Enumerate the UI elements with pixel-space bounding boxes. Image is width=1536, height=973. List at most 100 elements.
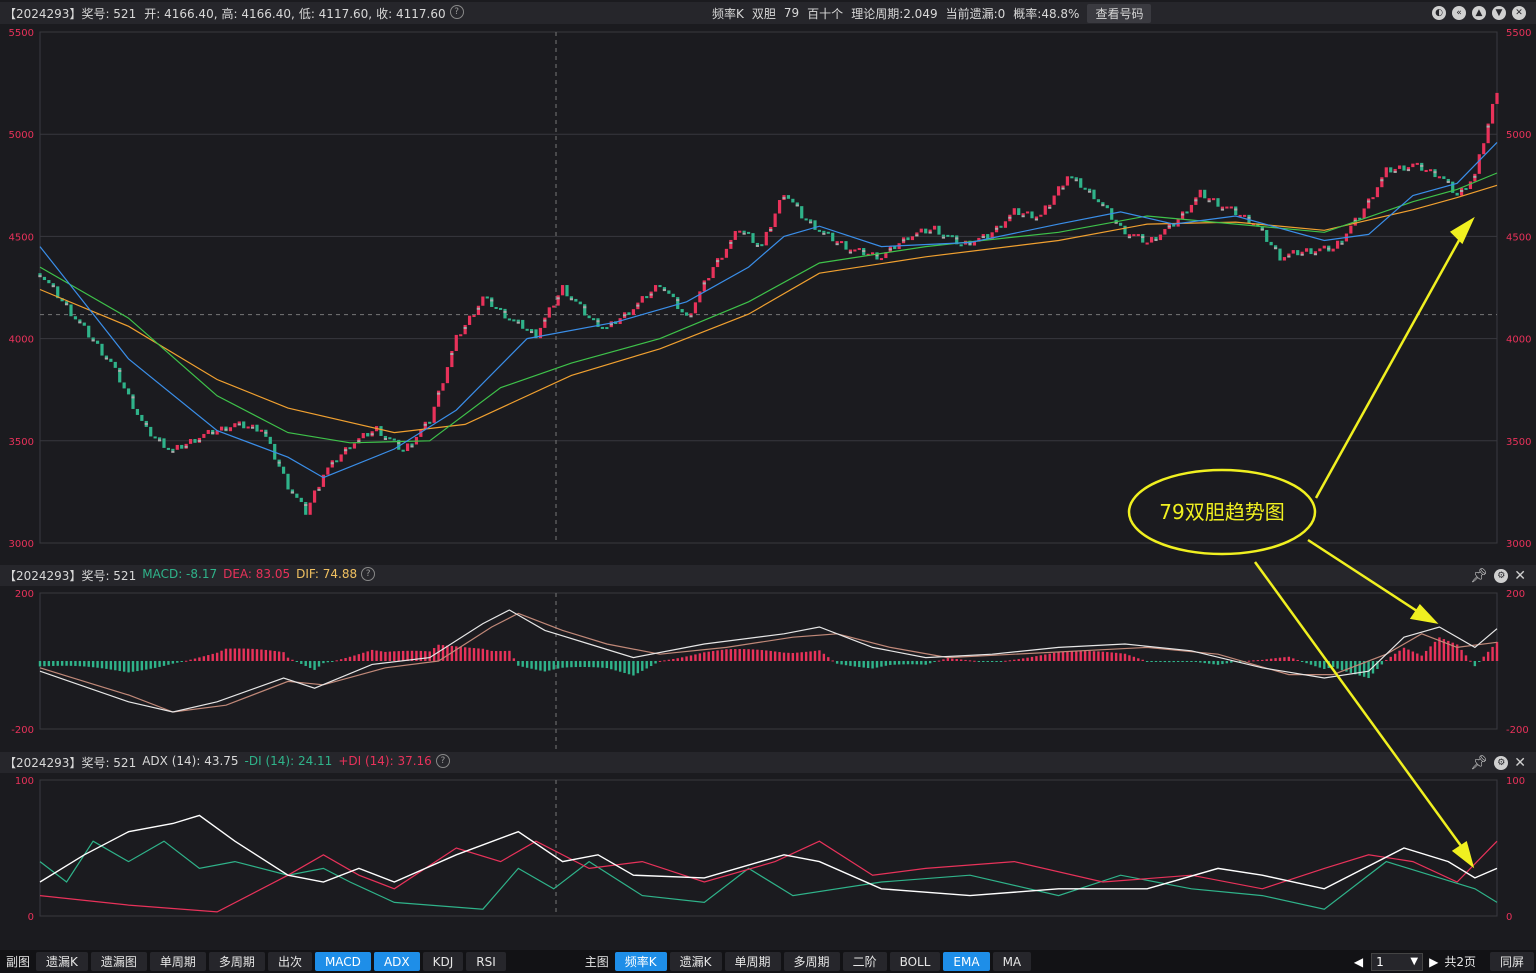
candle (1287, 253, 1291, 258)
candle (857, 248, 861, 251)
candle-marker (1433, 171, 1437, 174)
candle (392, 438, 396, 441)
candle (1132, 234, 1136, 237)
main-button-2[interactable]: 单周期 (724, 952, 781, 971)
candle (1127, 234, 1132, 237)
candle (1291, 250, 1295, 254)
candle-marker (569, 298, 574, 301)
candle (512, 319, 516, 322)
macd-hist-bar (973, 660, 976, 662)
candle (1296, 250, 1300, 256)
close-icon[interactable]: ✕ (1514, 754, 1526, 771)
settings-icon[interactable]: ⚙ (1494, 755, 1509, 770)
candle-marker (583, 306, 587, 309)
close-icon[interactable]: ✕ (1514, 567, 1526, 584)
macd-hist-bar (1070, 651, 1074, 661)
macd-hist-bar (1225, 661, 1229, 664)
candle-marker (755, 244, 760, 247)
candle (1154, 237, 1158, 241)
candle-marker (131, 396, 135, 399)
candle (1256, 223, 1260, 227)
candle (467, 315, 472, 325)
candle (742, 230, 746, 233)
main-button-4[interactable]: 二阶 (842, 952, 887, 971)
pin-icon[interactable]: 📌︎ (1470, 567, 1489, 584)
next-page-icon[interactable]: ▶ (1429, 954, 1439, 969)
macd-hist-bar (1163, 661, 1167, 663)
help-icon[interactable]: ? (361, 567, 376, 581)
macd-hist-bar (211, 653, 214, 661)
pin-icon[interactable]: 📌︎ (1470, 754, 1489, 771)
macd-hist-bar (441, 645, 445, 661)
help-icon[interactable]: ? (435, 754, 450, 768)
sub-button-2[interactable]: 单周期 (149, 952, 206, 971)
up-icon[interactable]: ▲ (1472, 6, 1486, 20)
main-button-5[interactable]: BOLL (889, 952, 941, 971)
candle-marker (1074, 179, 1078, 182)
sub-button-3[interactable]: 多周期 (208, 952, 265, 971)
main-button-0[interactable]: 频率K (614, 952, 667, 971)
candle-marker (410, 445, 414, 448)
main-button-3[interactable]: 多周期 (783, 952, 840, 971)
macd-hist-bar (300, 661, 303, 664)
candle (494, 306, 498, 309)
candlestick-chart[interactable]: 5500 5500 5000 5000 4500 4500 4000 4000 3500 3500… (0, 24, 1536, 565)
candle (476, 305, 481, 316)
macd-hist-bar (91, 661, 95, 668)
candle (255, 424, 259, 432)
macd-hist-bar (1336, 661, 1339, 669)
main-button-6[interactable]: EMA (943, 952, 990, 971)
help-icon[interactable]: ? (449, 4, 464, 19)
macd-hist-bar (765, 650, 768, 661)
macd-hist-bar (804, 651, 808, 661)
same-screen-button[interactable]: 同屏 (1489, 952, 1534, 971)
main-button-1[interactable]: 遗漏K (669, 952, 722, 971)
candle (228, 427, 233, 432)
lookup-button[interactable]: 查看号码 (1087, 3, 1152, 23)
close-icon[interactable]: ✕ (1512, 6, 1526, 20)
page-select[interactable]: 1 ▼ (1371, 952, 1424, 971)
macd-hist-bar (1185, 661, 1189, 662)
candle (175, 444, 179, 450)
candle-marker (1327, 247, 1331, 250)
rewind-icon[interactable]: « (1452, 6, 1466, 20)
macd-hist-bar (255, 649, 259, 661)
macd-hist-bar (1172, 661, 1175, 663)
candle (990, 232, 994, 239)
sub-button-5[interactable]: MACD (314, 952, 371, 971)
macd-hist-bar (818, 650, 821, 661)
macd-hist-bar (428, 651, 431, 661)
adx-chart[interactable]: 100 100 0 0 (0, 773, 1536, 950)
compass-icon[interactable]: ◐ (1432, 6, 1446, 20)
macd-chart[interactable]: 200 200 -200 -200 (0, 586, 1536, 752)
dea-value: DEA: 83.05 (223, 567, 291, 581)
macd-hist-bar (366, 651, 369, 661)
candle (188, 439, 193, 444)
candle (1052, 195, 1056, 205)
sub-button-6[interactable]: ADX (373, 952, 420, 971)
candle (1220, 206, 1225, 209)
macd-hist-bar (1212, 661, 1215, 665)
macd-hist-bar (490, 650, 493, 661)
sub-button-0[interactable]: 遗漏K (36, 952, 88, 971)
macd-hist-bar (928, 661, 932, 664)
macd-header: 【2024293】奖号: 521 MACD: -8.17 DEA: 83.05 … (0, 565, 1536, 586)
sub-button-1[interactable]: 遗漏图 (90, 952, 147, 971)
sub-button-4[interactable]: 出次 (267, 952, 312, 971)
candle (237, 421, 241, 424)
sub-button-7[interactable]: KDJ (422, 952, 464, 971)
prev-page-icon[interactable]: ◀ (1353, 954, 1364, 969)
macd-hist-bar (1323, 661, 1326, 669)
main-chart-header: 【2024293】奖号: 521 开: 4166.40, 高: 4166.40,… (0, 2, 1536, 24)
candle (498, 307, 503, 310)
candle (574, 298, 578, 302)
settings-icon[interactable]: ⚙ (1494, 568, 1509, 583)
sub-button-8[interactable]: RSI (466, 952, 506, 971)
candle (605, 327, 609, 330)
macd-hist-bar (946, 658, 950, 661)
main-button-7[interactable]: MA (992, 952, 1032, 971)
down-icon[interactable]: ▼ (1492, 6, 1506, 20)
macd-hist-bar (1190, 661, 1193, 662)
macd-hist-bar (1256, 660, 1260, 662)
macd-hist-bar (322, 661, 325, 664)
